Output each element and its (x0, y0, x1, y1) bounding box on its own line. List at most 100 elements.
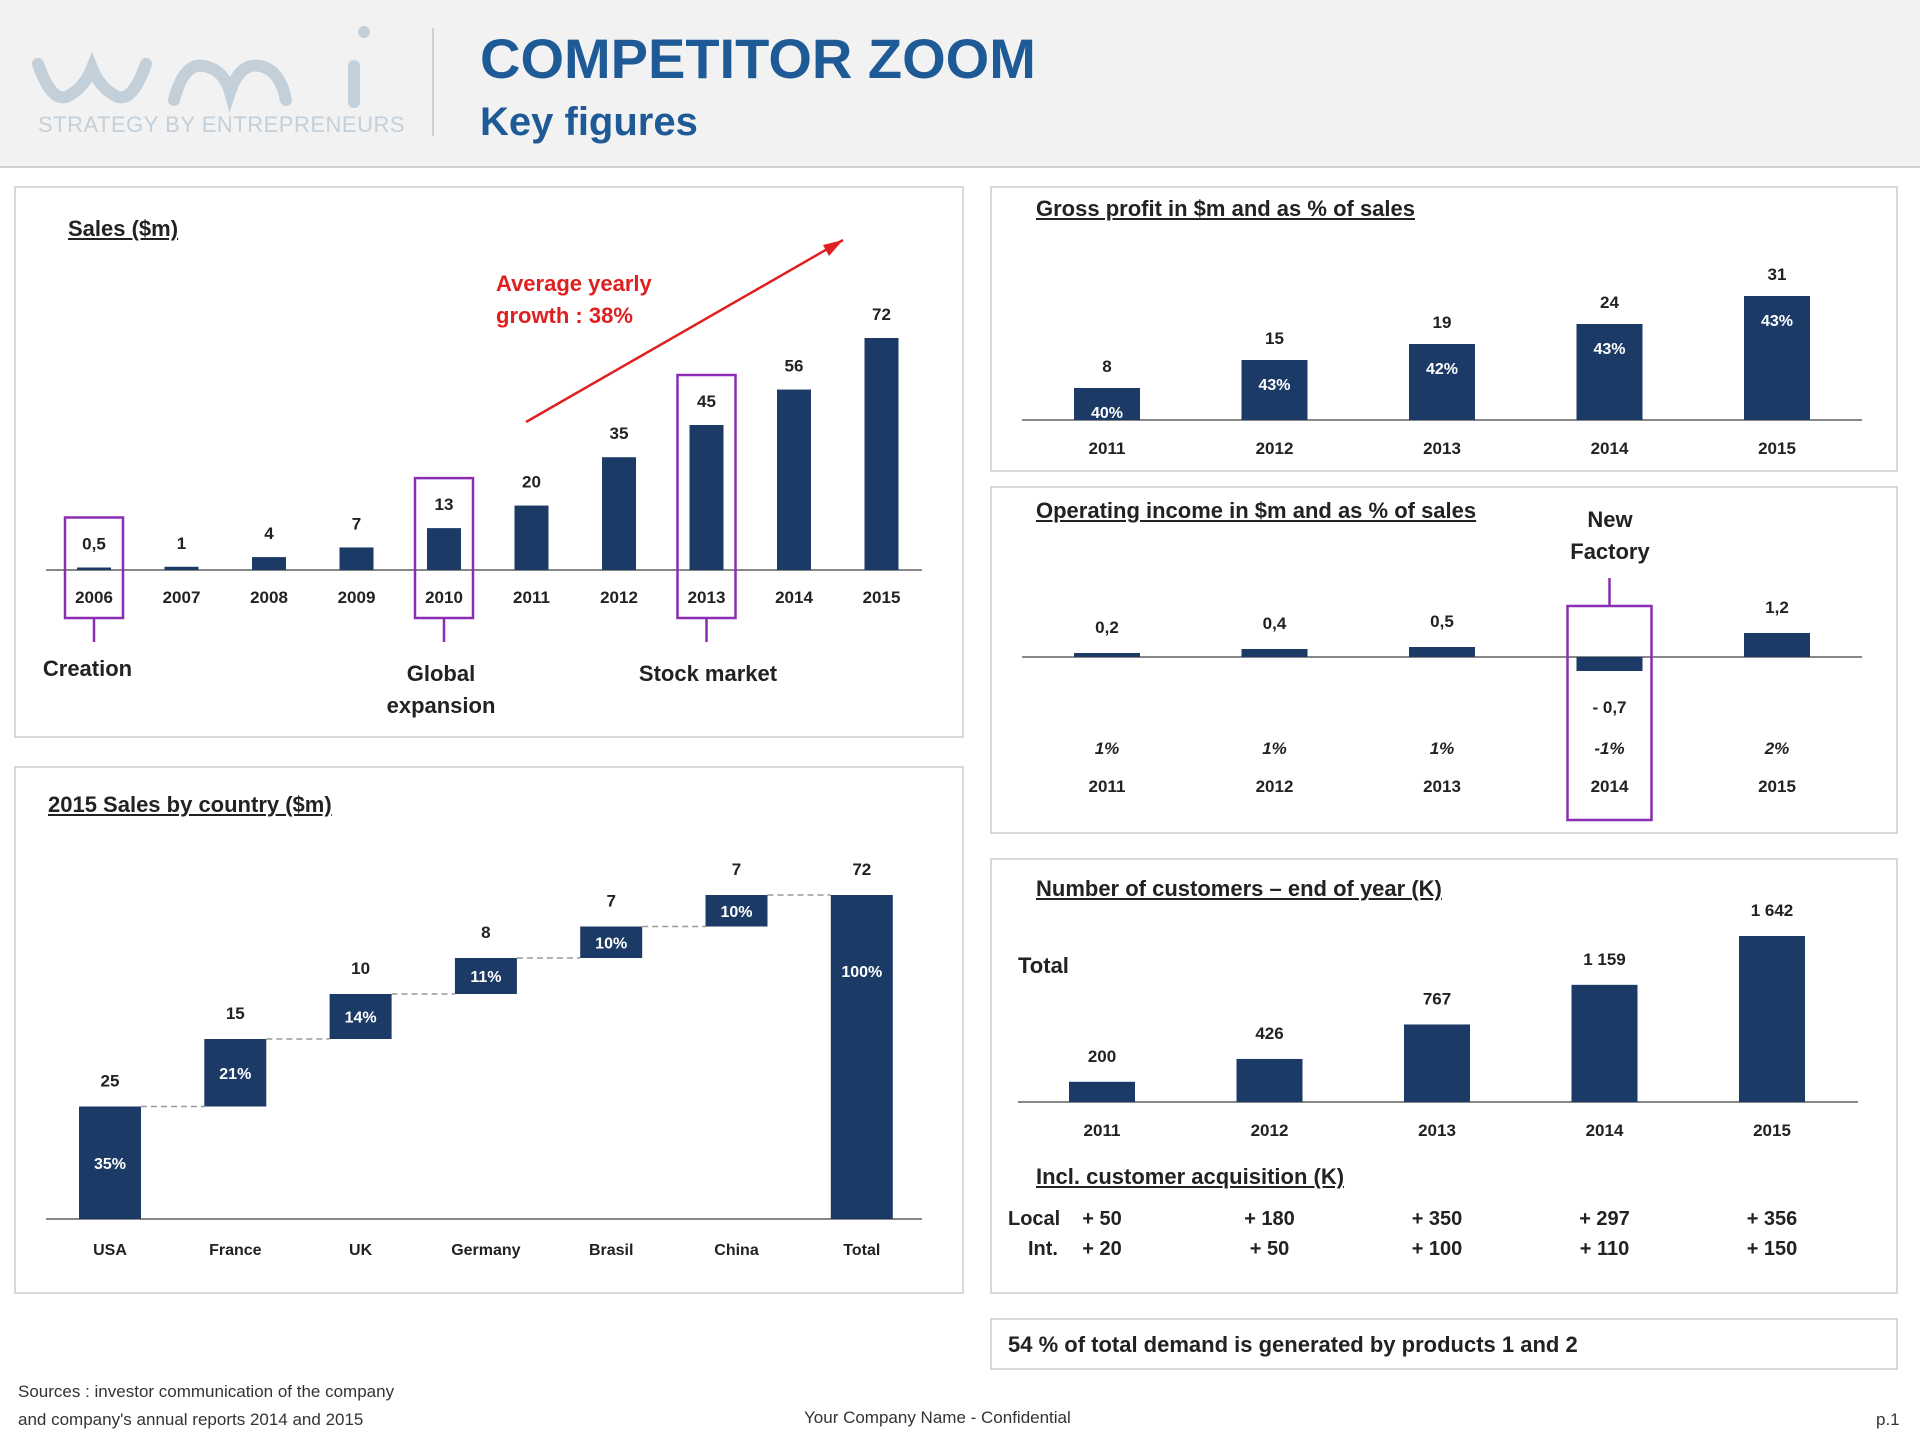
gp-percent-label: 40% (1091, 405, 1123, 422)
gp-bar (1409, 344, 1475, 420)
sales-bar (864, 338, 899, 570)
wf-percent-label: 14% (345, 1010, 377, 1027)
sales-year-label: 2007 (163, 588, 201, 607)
acq-local-value: + 356 (1746, 1208, 1798, 1230)
oi-percent-label: 1% (1095, 739, 1120, 758)
cust-bar (1236, 1058, 1303, 1102)
sales-chart-title: Sales ($m) (68, 216, 179, 241)
cust-year-label: 2014 (1586, 1121, 1624, 1140)
sales-year-label: 2008 (250, 588, 288, 607)
cust-bar (1069, 1081, 1135, 1102)
acq-local-value: + 180 (1244, 1208, 1295, 1230)
oi-percent-label: -1% (1594, 739, 1624, 758)
sales-bar (689, 425, 724, 570)
sales-value-label: 45 (697, 392, 716, 411)
gp-year-label: 2012 (1256, 439, 1294, 458)
operating-income-panel (990, 486, 1898, 834)
gp-year-label: 2014 (1591, 439, 1629, 458)
sales-by-country-chart-title: 2015 Sales by country ($m) (48, 792, 332, 817)
gp-percent-label: 43% (1593, 341, 1625, 358)
cust-year-label: 2012 (1251, 1121, 1289, 1140)
oi-bar (1241, 649, 1308, 657)
page-number: p.1 (1876, 1410, 1900, 1429)
sales-bar (339, 547, 374, 570)
cust-bar (1404, 1024, 1470, 1102)
confidential-footer: Your Company Name - Confidential (804, 1408, 1071, 1427)
sales-bar (514, 505, 549, 570)
demand-note: 54 % of total demand is generated by pro… (990, 1318, 1898, 1370)
sources-line-1: Sources : investor communication of the … (18, 1382, 395, 1401)
oi-year-label: 2015 (1758, 777, 1796, 796)
wf-bar (204, 1039, 267, 1107)
wf-value-label: 8 (481, 923, 490, 942)
sales-bar (427, 528, 461, 570)
wf-percent-label: 10% (595, 935, 627, 952)
oi-value-label: 1,2 (1765, 598, 1789, 617)
wf-percent-label: 11% (470, 969, 501, 986)
gp-percent-label: 43% (1761, 313, 1793, 330)
acq-local-value: + 50 (1082, 1208, 1122, 1230)
oi-bar (1576, 657, 1643, 671)
oi-year-label: 2012 (1256, 777, 1294, 796)
sales-year-label: 2015 (863, 588, 901, 607)
acq-int-label: Int. (1028, 1238, 1058, 1260)
wf-value-label: 15 (226, 1004, 245, 1023)
gp-bar (1074, 388, 1140, 420)
sales-year-label: 2013 (688, 588, 726, 607)
sales-bar (164, 566, 199, 570)
sales-value-label: 1 (177, 534, 186, 553)
wf-percent-label: 100% (841, 964, 882, 981)
cust-bar (1739, 936, 1805, 1102)
wf-category-label: France (209, 1242, 262, 1259)
oi-value-label: - 0,7 (1592, 698, 1626, 717)
oi-value-label: 0,4 (1263, 614, 1287, 633)
sales-year-label: 2012 (600, 588, 638, 607)
growth-annotation: Average yearly growth : 38% (496, 271, 652, 328)
gp-value-label: 15 (1265, 329, 1284, 348)
acq-int-value: + 150 (1746, 1238, 1798, 1260)
wf-value-label: 7 (732, 860, 741, 879)
wf-percent-label: 21% (219, 1066, 251, 1083)
customer-acquisition-title: Incl. customer acquisition (K) (1036, 1164, 1345, 1189)
creation-callout: Creation (42, 656, 133, 681)
sales-bar (602, 457, 636, 570)
acq-int-value: + 50 (1249, 1238, 1290, 1260)
wf-value-label: 7 (606, 892, 615, 911)
gp-value-label: 19 (1433, 313, 1452, 332)
operating-income-chart-title: Operating income in $m and as % of sales (1036, 498, 1477, 523)
sales-value-label: 20 (522, 473, 541, 492)
wf-bar (580, 926, 643, 958)
wf-bar (454, 958, 517, 994)
sales-bar (252, 557, 286, 570)
header: STRATEGY BY ENTREPRENEURS COMPETITOR ZOO… (0, 0, 1920, 168)
sales-value-label: 56 (785, 357, 804, 376)
oi-percent-label: 2% (1764, 739, 1790, 758)
cust-year-label: 2015 (1753, 1121, 1791, 1140)
gp-year-label: 2013 (1423, 439, 1461, 458)
gp-bar (1576, 324, 1643, 420)
gp-value-label: 8 (1102, 357, 1111, 376)
oi-value-label: 0,2 (1095, 618, 1119, 637)
sources-note: Sources : investor communication of the … (18, 1378, 394, 1434)
oi-bar (1074, 653, 1140, 657)
company-logo (32, 26, 370, 113)
oi-percent-label: 1% (1430, 739, 1455, 758)
sales-year-label: 2010 (425, 588, 463, 607)
gp-year-label: 2015 (1758, 439, 1796, 458)
acq-int-value: + 100 (1411, 1238, 1463, 1260)
sales-year-label: 2014 (775, 588, 813, 607)
wf-category-label: China (714, 1242, 759, 1259)
oi-year-label: 2011 (1089, 777, 1126, 796)
wf-value-label: 72 (852, 860, 871, 879)
sales-value-label: 13 (435, 495, 454, 514)
wf-category-label: Total (843, 1242, 880, 1259)
gp-percent-label: 43% (1258, 377, 1290, 394)
sources-line-2: and company's annual reports 2014 and 20… (18, 1410, 364, 1429)
sales-value-label: 7 (352, 514, 361, 533)
gp-bar (1241, 360, 1308, 420)
